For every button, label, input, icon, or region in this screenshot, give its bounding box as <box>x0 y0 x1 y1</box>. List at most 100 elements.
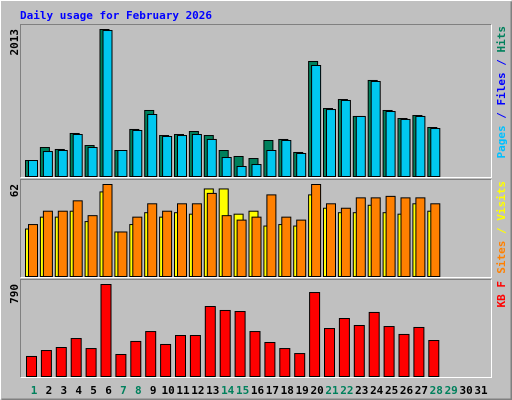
bar <box>117 150 128 177</box>
bar <box>400 118 411 178</box>
bar <box>355 197 366 278</box>
y-axis-label-part: Sites <box>495 241 508 274</box>
bar <box>87 147 98 177</box>
bar <box>72 134 83 178</box>
bar <box>72 200 83 278</box>
bar <box>100 284 112 377</box>
bar <box>311 65 322 177</box>
bar <box>191 134 202 178</box>
bar <box>147 114 158 177</box>
bar <box>204 306 216 378</box>
panel-bevel-light <box>20 179 492 278</box>
x-tick-label: 10 <box>161 384 174 397</box>
bar <box>398 333 410 378</box>
bar <box>28 224 38 277</box>
x-tick-label: 29 <box>445 384 458 397</box>
bar <box>162 210 173 277</box>
bar <box>162 135 173 177</box>
panel-bevel-dark <box>20 279 492 378</box>
x-tick-label: 6 <box>105 384 112 397</box>
bar <box>160 343 172 377</box>
y-axis-label: KB F <box>495 281 508 308</box>
y-tick-label: 790 <box>8 284 21 304</box>
bar <box>117 231 128 277</box>
bar <box>189 335 201 378</box>
panel-bevel-light <box>20 279 492 378</box>
y-axis-label-part: / <box>495 106 508 126</box>
bar <box>326 203 336 278</box>
x-tick-label: 8 <box>135 384 142 397</box>
bar <box>40 350 52 377</box>
bar <box>102 184 113 277</box>
bar <box>130 340 142 378</box>
bar <box>294 353 306 377</box>
bar <box>85 348 97 377</box>
bar <box>415 197 426 278</box>
bar <box>55 347 67 378</box>
bar <box>370 80 381 177</box>
bar <box>221 215 232 277</box>
y-axis-label: Sites / Visits <box>495 181 508 274</box>
x-tick-label: 27 <box>415 384 428 397</box>
bar <box>385 195 396 278</box>
y-axis-label-part: / <box>495 221 508 241</box>
bar <box>251 216 262 277</box>
bar <box>175 335 186 378</box>
bar <box>87 215 98 277</box>
x-tick-label: 22 <box>340 384 353 397</box>
y-axis-label-part: Files <box>495 72 508 105</box>
bar <box>219 309 231 378</box>
bar <box>370 197 381 278</box>
bar <box>413 326 425 377</box>
bar <box>191 203 202 278</box>
bar <box>132 216 143 277</box>
panel-bevel-dark <box>20 24 492 178</box>
bar <box>338 318 350 378</box>
bar <box>266 150 277 177</box>
bar <box>281 216 292 277</box>
y-axis-label-part: / <box>495 53 508 73</box>
bar <box>430 128 441 177</box>
y-axis-label-part: Pages <box>495 125 508 158</box>
bar <box>266 194 277 277</box>
chart-title: Daily usage for February 2026 <box>20 9 212 22</box>
bar <box>264 341 276 377</box>
bar <box>115 353 127 377</box>
x-tick-label: 2 <box>46 384 53 397</box>
y-axis-label-part: Hits <box>495 26 508 53</box>
bar <box>147 203 158 278</box>
panel-bevel-dark <box>20 179 492 278</box>
bar <box>311 184 322 277</box>
bar <box>221 157 232 177</box>
x-tick-label: 5 <box>90 384 97 397</box>
x-tick-label: 13 <box>206 384 219 397</box>
bar <box>132 129 143 177</box>
x-tick-label: 24 <box>370 384 384 397</box>
bar <box>296 219 307 277</box>
bar <box>177 135 187 178</box>
x-tick-label: 3 <box>60 384 67 397</box>
bar <box>234 311 246 378</box>
bar <box>400 197 411 278</box>
bar <box>249 331 261 377</box>
bar <box>281 139 292 177</box>
bar <box>102 30 113 177</box>
y-tick-label: 62 <box>8 184 21 197</box>
bar <box>236 165 247 177</box>
x-tick-label: 1 <box>31 384 38 397</box>
bar <box>42 151 53 177</box>
bar <box>57 210 68 277</box>
x-tick-label: 23 <box>355 384 368 397</box>
x-tick-label: 21 <box>325 384 339 397</box>
y-axis-label-part: Visits <box>495 181 508 221</box>
bar <box>368 311 380 378</box>
bar <box>206 138 217 177</box>
x-tick-label: 19 <box>296 384 309 397</box>
x-tick-label: 17 <box>266 384 279 397</box>
x-tick-label: 15 <box>236 384 249 397</box>
panel-bevel-light <box>20 24 492 178</box>
bar <box>296 152 307 178</box>
bar <box>28 160 38 177</box>
bar <box>340 207 351 277</box>
